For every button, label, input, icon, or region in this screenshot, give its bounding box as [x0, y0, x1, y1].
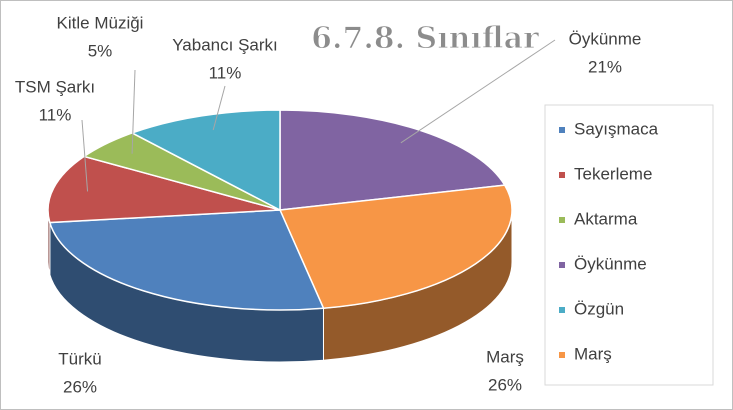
slice: [48, 209, 325, 311]
leader-line: [81, 119, 89, 192]
legend-label: Aktarma: [574, 209, 638, 228]
data-label-name: Öykünme: [569, 29, 642, 48]
data-label-value: 26%: [63, 377, 97, 396]
legend-marker: [559, 217, 565, 223]
chart-title: 6.7.8. Sınıflar: [311, 21, 540, 56]
data-label-value: 26%: [488, 375, 522, 394]
data-label-name: Kitle Müziği: [57, 13, 144, 32]
data-label-value: 11%: [39, 105, 72, 124]
legend-marker: [559, 307, 565, 313]
slice: [130, 109, 281, 212]
legend-marker: [559, 172, 565, 178]
slice: [279, 109, 506, 211]
leader-line: [400, 39, 556, 144]
legend-label: Sayışmaca: [574, 119, 659, 138]
data-label-value: 5%: [88, 41, 113, 60]
leader-line: [212, 85, 226, 131]
legend-marker: [559, 127, 565, 133]
data-label-name: Türkü: [58, 349, 101, 368]
data-label-name: Marş: [486, 347, 524, 366]
data-label-name: TSM Şarkı: [15, 77, 95, 96]
leader-line: [131, 69, 136, 154]
legend-label: Öykünme: [574, 254, 647, 273]
legend-box: [544, 104, 714, 386]
slice: [47, 155, 281, 224]
legend-marker: [559, 262, 565, 268]
data-label-value: 11%: [209, 63, 242, 82]
legend-marker: [559, 352, 565, 358]
data-label-name: Yabancı Şarkı: [172, 35, 278, 54]
legend-label: Marş: [574, 344, 612, 363]
legend-label: Özgün: [574, 299, 624, 318]
data-label-value: 21%: [588, 57, 622, 76]
legend-label: Tekerleme: [574, 164, 652, 183]
slice: [278, 184, 513, 310]
